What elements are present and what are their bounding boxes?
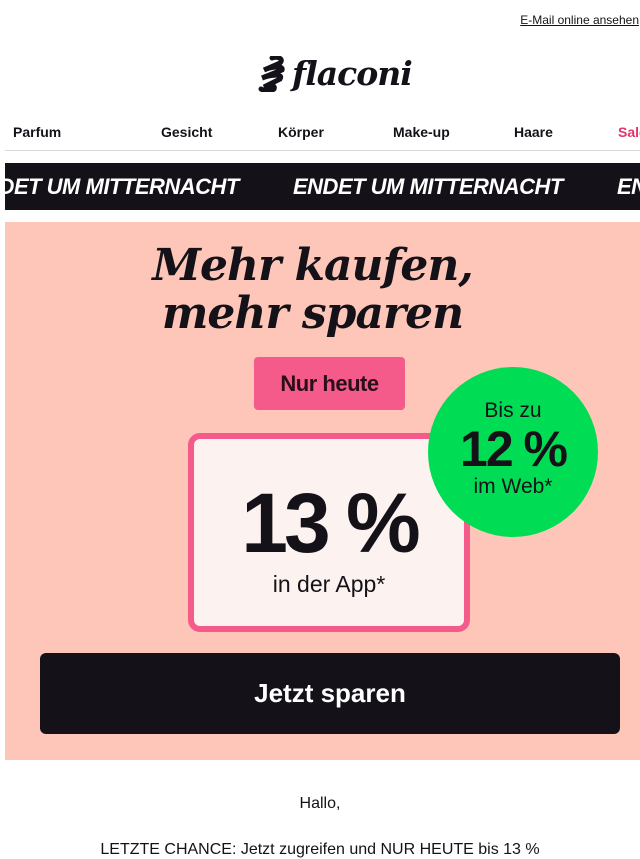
nav-divider	[5, 150, 640, 151]
save-now-button[interactable]: Jetzt sparen	[40, 653, 620, 734]
logo-wordmark: flaconi	[292, 54, 413, 93]
promo-banner[interactable]: Mehr kaufen, mehr sparen Nur heute 13 % …	[5, 222, 640, 760]
web-discount-value: 12 %	[460, 421, 568, 477]
web-discount-prefix: Bis zu	[484, 399, 542, 422]
flaconi-logo[interactable]: flaconi	[258, 54, 413, 93]
app-discount-box: 13 % in der App*	[188, 433, 470, 632]
nav-gesicht[interactable]: Gesicht	[161, 124, 213, 140]
web-discount-circle: Bis zu 12 % im Web*	[428, 367, 598, 537]
nav-haare[interactable]: Haare	[514, 124, 553, 140]
ticker-text: ENDET UM MITTERNACHT	[293, 174, 563, 199]
headline-line-1: Mehr kaufen,	[152, 240, 473, 291]
nav-parfum[interactable]: Parfum	[13, 124, 62, 140]
countdown-ticker: ENDET UM MITTERNACHT ENDET UM MITTERNACH…	[5, 163, 640, 210]
body-text-line: LETZTE CHANCE: Jetzt zugreifen und NUR H…	[100, 841, 540, 858]
ticker-text: ENDET UM MITTERNACHT	[5, 174, 239, 199]
nav-sale[interactable]: Sale	[618, 124, 640, 140]
greeting: Hallo,	[299, 795, 341, 812]
flaconi-logo-icon	[258, 55, 285, 92]
app-discount-value: 13 %	[241, 476, 420, 570]
view-online-link[interactable]: E-Mail online ansehen	[520, 13, 639, 27]
headline-line-2: mehr sparen	[161, 288, 464, 339]
web-discount-label: im Web*	[473, 475, 553, 498]
ticker-text: ENDET UM MITTERNACHT	[617, 174, 640, 199]
today-only-badge: Nur heute	[254, 357, 405, 410]
nav-koerper[interactable]: Körper	[278, 124, 324, 140]
nav-make-up[interactable]: Make-up	[393, 124, 450, 140]
app-discount-label: in der App*	[272, 571, 386, 597]
